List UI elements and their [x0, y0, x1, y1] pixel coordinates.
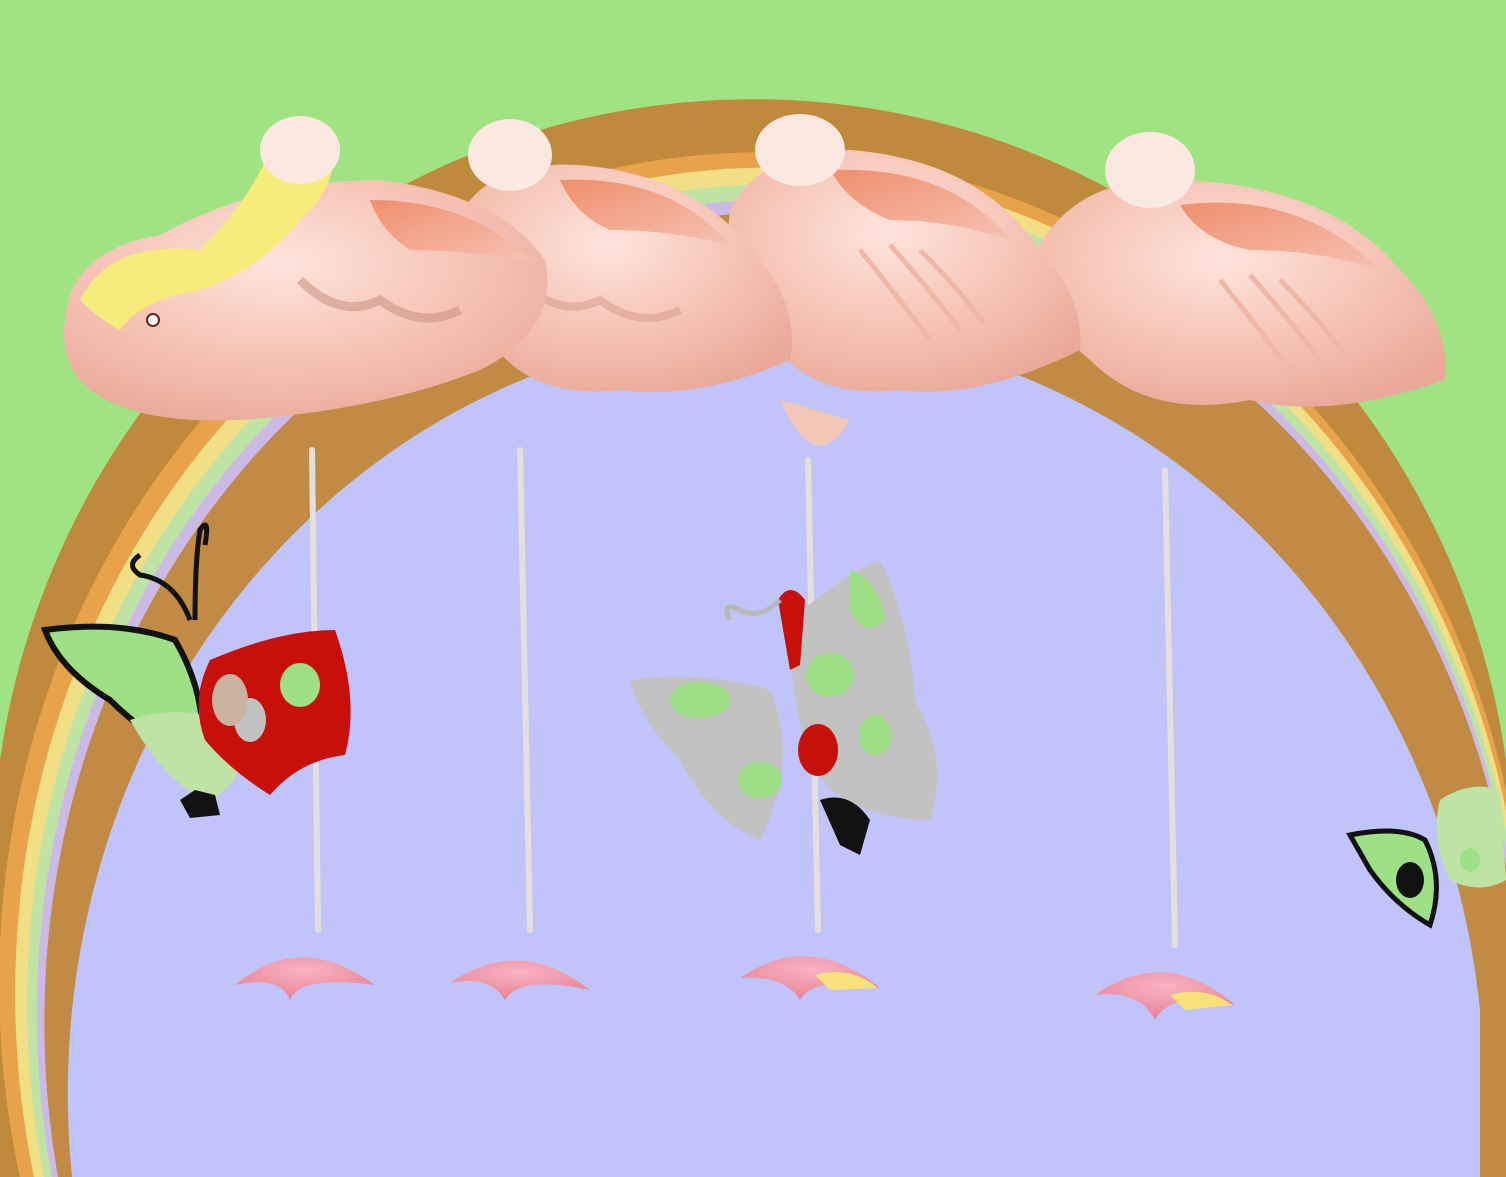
- butterfly-spot: [850, 570, 885, 628]
- butterfly-spot: [859, 715, 891, 755]
- butterfly-icon: [40, 522, 351, 818]
- flamingo-body: [458, 164, 792, 392]
- flamingo-foot-icon: [235, 957, 375, 1000]
- butterfly-body: [212, 674, 248, 726]
- leg-2: [517, 447, 533, 933]
- flamingo-head: [1105, 132, 1195, 208]
- flamingo-head-loop: [80, 123, 334, 330]
- rainbow-icon: [0, 99, 1506, 1177]
- flamingo-icon: [1040, 132, 1446, 407]
- flamingo-foot-icon: [1095, 972, 1235, 1020]
- butterfly-spot: [738, 762, 782, 798]
- butterfly-spot: [1460, 848, 1480, 872]
- butterfly-spot: [280, 663, 320, 707]
- flamingo-foot-icon: [740, 956, 880, 1000]
- butterfly-red-band: [778, 590, 805, 670]
- butterfly-wing-left: [630, 676, 783, 840]
- flamingo-eye: [146, 313, 160, 327]
- flamingo-head: [755, 114, 845, 186]
- butterfly-antenna: [724, 598, 782, 622]
- butterfly-spot: [670, 682, 730, 718]
- flamingo-feather: [1180, 202, 1380, 270]
- flamingo-head: [468, 119, 552, 191]
- butterfly-wing-right: [1436, 786, 1506, 888]
- butterfly-wing-left: [1346, 828, 1439, 929]
- foot-yellow-patch: [815, 971, 878, 990]
- arch-interior-right: [1400, 900, 1460, 1177]
- flamingo-feather: [560, 179, 730, 245]
- leg-4: [1162, 467, 1178, 948]
- butterfly-icon: [630, 560, 938, 855]
- flamingo-wing-lines: [1218, 273, 1348, 372]
- flamingo-feather: [370, 200, 530, 260]
- butterfly-red-spot: [798, 724, 838, 776]
- butterfly-icon: [1346, 786, 1506, 929]
- foot-yellow-patch: [1170, 991, 1232, 1010]
- butterfly-spot: [1396, 862, 1424, 898]
- flamingo-mottling: [296, 276, 463, 323]
- flamingo-wing-lines: [858, 243, 988, 342]
- flamingo-feet: [235, 956, 1235, 1020]
- flamingo-body: [728, 150, 1081, 392]
- butterfly-antenna: [130, 522, 210, 621]
- flamingo-icon: [64, 116, 548, 421]
- flamingo-head: [260, 116, 340, 184]
- flamingo-feather: [830, 169, 1010, 240]
- flamingo-icon: [728, 114, 1081, 446]
- butterfly-tail: [820, 797, 870, 855]
- flamingo-foot-icon: [450, 960, 590, 1000]
- butterfly-spot: [806, 653, 854, 697]
- flamingo-belly: [780, 400, 850, 446]
- butterfly-tail: [180, 790, 220, 818]
